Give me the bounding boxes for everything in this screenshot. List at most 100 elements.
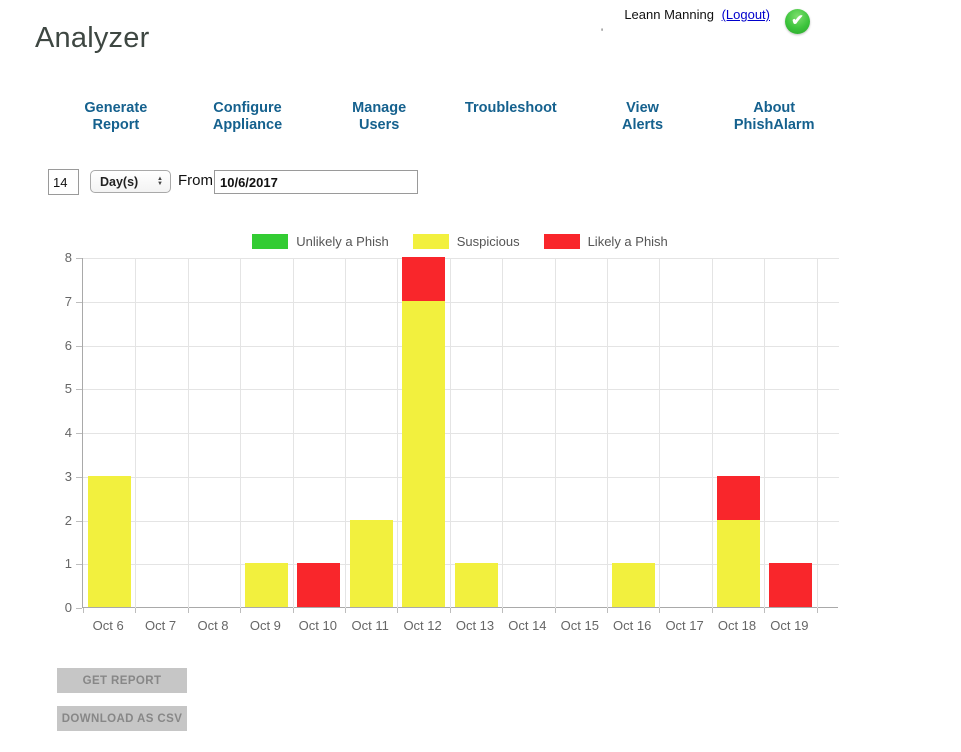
nav-manage-users[interactable]: Manage Users	[352, 100, 407, 133]
x-axis-label: Oct 16	[613, 618, 652, 633]
nav-view-alerts[interactable]: View Alerts	[621, 100, 664, 133]
x-gridline	[607, 258, 608, 608]
bar-segment-oct-12-suspicious	[402, 300, 446, 607]
bar-segment-oct-13-suspicious	[454, 563, 498, 607]
y-axis-tick	[76, 433, 82, 434]
bar-segment-oct-11-suspicious	[349, 519, 393, 607]
legend-item-suspicious: Suspicious	[412, 234, 520, 249]
x-axis-tick	[135, 608, 137, 613]
x-axis-tick	[83, 608, 84, 613]
bar-segment-oct-10-likely-a-phish	[297, 563, 341, 607]
bar-segment-oct-9-suspicious	[244, 563, 288, 607]
y-axis-tick	[76, 520, 82, 522]
y-axis-label: 6	[64, 337, 72, 353]
x-axis-label: Oct 10	[298, 618, 337, 633]
x-axis-label: Oct 14	[508, 618, 547, 633]
stray-mark: '	[601, 27, 604, 39]
main-nav: Generate Report Configure Appliance Mana…	[50, 100, 840, 134]
x-gridline	[292, 258, 294, 608]
y-gridline	[83, 476, 839, 478]
y-axis-tick	[76, 564, 82, 566]
y-axis-label: 5	[64, 381, 72, 397]
get-report-button[interactable]: GET REPORT	[57, 668, 187, 693]
nav-troubleshoot[interactable]: Troubleshoot	[464, 100, 557, 116]
legend-label: Likely a Phish	[587, 234, 668, 249]
y-axis-tick	[76, 258, 82, 259]
y-gridline	[83, 345, 839, 347]
x-gridline	[345, 258, 346, 608]
user-area: Leann Manning (Logout)	[0, 7, 770, 22]
y-gridline	[83, 520, 839, 522]
x-axis-label: Oct 8	[197, 618, 229, 633]
x-gridline	[502, 258, 504, 608]
legend-item-unlikely-a-phish: Unlikely a Phish	[252, 234, 389, 249]
x-gridline	[816, 258, 818, 608]
y-axis-tick	[76, 476, 82, 478]
user-name: Leann Manning	[624, 7, 714, 22]
x-axis-tick	[607, 608, 608, 613]
x-axis-tick	[187, 608, 189, 613]
page-title: Analyzer	[35, 22, 150, 54]
nav-generate-report[interactable]: Generate Report	[84, 100, 148, 133]
x-axis-tick	[240, 608, 242, 613]
x-axis-label: Oct 17	[665, 618, 704, 633]
duration-unit-select[interactable]: Day(s) ▲ ▼	[90, 170, 171, 193]
x-gridline	[711, 258, 713, 608]
green-check-icon: ✔	[785, 9, 810, 34]
y-axis-label: 3	[64, 468, 72, 484]
download-csv-button[interactable]: DOWNLOAD AS CSV	[57, 706, 187, 731]
x-axis-label: Oct 9	[249, 618, 281, 633]
bar-segment-oct-6-suspicious	[87, 475, 131, 607]
x-gridline	[397, 258, 399, 608]
y-axis-label: 8	[64, 250, 72, 265]
x-axis-label: Oct 18	[717, 618, 757, 633]
x-axis-label: Oct 19	[770, 618, 809, 633]
from-date-input[interactable]	[214, 170, 418, 194]
y-axis-label: 2	[64, 512, 72, 528]
legend-swatch-likely-a-phish	[543, 234, 580, 249]
y-axis-tick	[76, 608, 82, 609]
y-gridline	[83, 389, 839, 391]
x-axis-tick	[292, 608, 294, 613]
x-axis-tick	[659, 608, 661, 613]
logout-link[interactable]: (Logout)	[721, 7, 770, 22]
x-axis-label: Oct 11	[351, 618, 389, 633]
legend-swatch-suspicious	[412, 234, 449, 249]
bar-segment-oct-18-suspicious	[716, 519, 760, 607]
nav-about-phishalarm[interactable]: About PhishAlarm	[733, 100, 815, 133]
x-gridline	[240, 258, 242, 608]
x-axis-tick	[711, 608, 713, 613]
y-gridline	[83, 301, 839, 303]
x-axis-tick	[345, 608, 346, 613]
x-axis-label: Oct 12	[403, 618, 442, 633]
y-axis-tick	[76, 301, 82, 303]
x-axis-tick	[449, 608, 451, 613]
y-axis-label: 1	[64, 556, 72, 572]
y-gridline	[83, 433, 839, 434]
from-label: From:	[178, 172, 218, 189]
x-axis-tick	[397, 608, 399, 613]
x-gridline	[659, 258, 661, 608]
report-chart: Unlikely a Phish Suspicious Likely a Phish…	[0, 232, 961, 644]
x-axis-label: Oct 15	[560, 618, 599, 633]
legend-label: Unlikely a Phish	[296, 234, 389, 249]
duration-unit-value: Day(s)	[100, 174, 139, 189]
bar-segment-oct-19-likely-a-phish	[768, 563, 812, 607]
x-axis-tick	[764, 608, 766, 613]
chart-legend: Unlikely a Phish Suspicious Likely a Phish	[82, 234, 838, 249]
x-axis-tick	[554, 608, 556, 613]
x-axis-tick	[502, 608, 504, 613]
x-gridline	[554, 258, 556, 608]
y-axis-tick	[76, 345, 82, 347]
x-gridline	[135, 258, 137, 608]
select-arrows-icon: ▲ ▼	[157, 175, 163, 187]
bar-segment-oct-12-likely-a-phish	[402, 257, 446, 301]
nav-configure-appliance[interactable]: Configure Appliance	[212, 100, 283, 133]
x-gridline	[449, 258, 451, 608]
chart-plot-area	[76, 257, 839, 613]
x-axis-label: Oct 6	[92, 618, 124, 633]
x-axis-label: Oct 7	[145, 618, 177, 633]
x-gridline	[187, 258, 189, 608]
duration-count-input[interactable]	[48, 169, 79, 195]
